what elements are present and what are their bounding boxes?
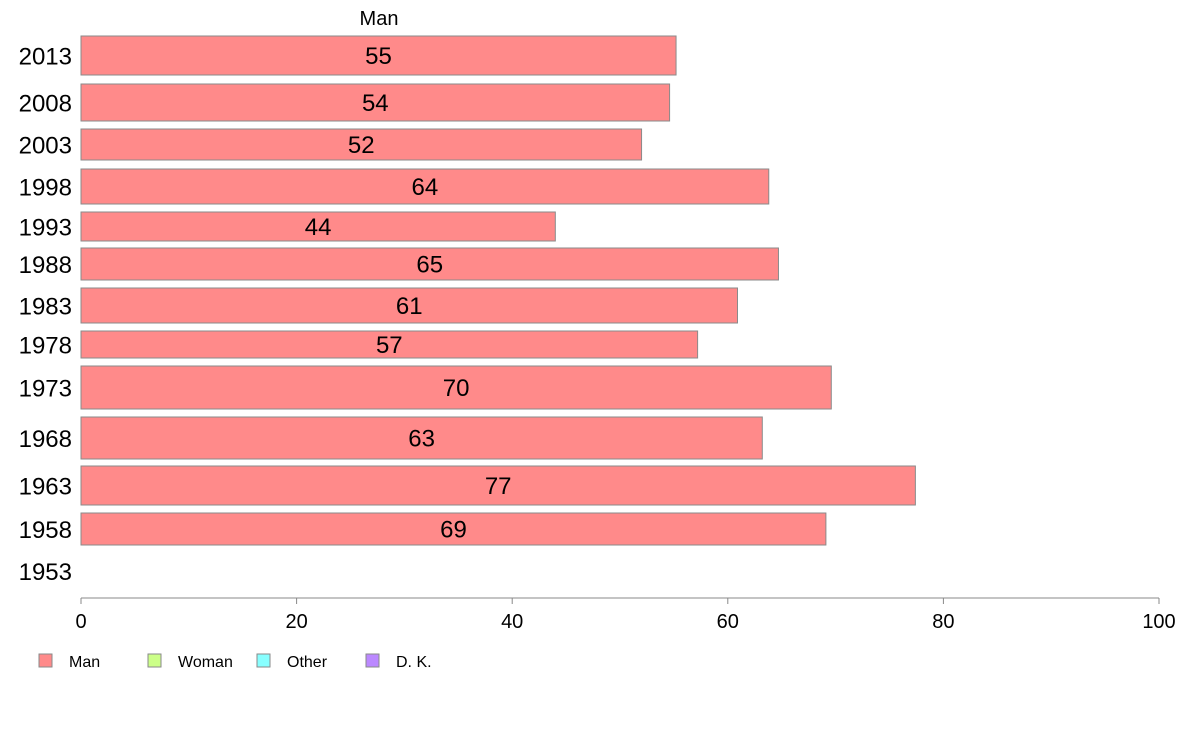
legend-label: Other — [287, 654, 328, 671]
category-label: 2003 — [19, 133, 72, 160]
legend-item: Man — [38, 653, 100, 671]
x-tick-label: 20 — [285, 611, 307, 633]
category-label: 1973 — [19, 376, 72, 403]
legend-swatch — [147, 653, 162, 668]
bar-value-label: 54 — [362, 90, 389, 117]
x-axis: 0 20 40 60 80 100 — [75, 597, 1176, 633]
legend-swatch — [38, 653, 53, 668]
category-labels-group: 2013 2008 2003 1998 1993 1988 1983 1978 1973 1968… — [19, 44, 72, 587]
x-tick-label: 40 — [501, 611, 523, 633]
legend-swatch — [256, 653, 271, 668]
bar-value-label: 65 — [416, 252, 443, 279]
bar — [80, 247, 779, 281]
legend-swatch — [365, 653, 380, 668]
bar — [80, 465, 916, 506]
legend-label: Man — [69, 654, 100, 671]
bar — [80, 365, 832, 410]
bar — [80, 168, 770, 205]
category-label: 1993 — [19, 215, 72, 242]
bar-value-label: 63 — [408, 426, 435, 453]
bar — [80, 35, 677, 76]
legend-item: Other — [256, 653, 328, 671]
category-label: 1983 — [19, 294, 72, 321]
x-tick-label: 0 — [75, 611, 86, 633]
bar-labels-group: 55 54 52 64 44 65 61 57 70 63 77 69 — [305, 43, 512, 544]
category-label: 1968 — [19, 426, 72, 453]
category-label: 1988 — [19, 252, 72, 279]
bar — [80, 83, 671, 122]
legend-item: D. K. — [365, 653, 432, 671]
legend-label: Woman — [178, 654, 233, 671]
category-label: 1963 — [19, 474, 72, 501]
bar-value-label: 64 — [412, 174, 439, 201]
legend-item: Woman — [147, 653, 233, 671]
category-label: 1978 — [19, 333, 72, 360]
bar-value-label: 55 — [365, 43, 392, 70]
bar — [80, 211, 556, 242]
category-label: 1953 — [19, 559, 72, 586]
bar — [80, 287, 739, 324]
bar-value-label: 57 — [376, 332, 403, 359]
legend: Man Woman Other D. K. — [38, 653, 432, 671]
bar — [80, 128, 643, 161]
bar-value-label: 70 — [443, 375, 470, 402]
bar-value-label: 77 — [485, 473, 512, 500]
bar-value-label: 52 — [348, 132, 375, 159]
bar-value-label: 69 — [440, 517, 467, 544]
bar-value-label: 44 — [305, 214, 332, 241]
category-label: 2008 — [19, 91, 72, 118]
x-tick-label: 60 — [717, 611, 739, 633]
category-label: 2013 — [19, 44, 72, 71]
category-label: 1958 — [19, 517, 72, 544]
bar-value-label: 61 — [396, 293, 423, 320]
bars-group — [80, 35, 916, 546]
bar — [80, 416, 763, 460]
bar — [80, 330, 699, 359]
x-tick-label: 80 — [932, 611, 954, 633]
category-label: 1998 — [19, 175, 72, 202]
legend-label: D. K. — [396, 654, 432, 671]
chart-title: Man — [360, 8, 399, 30]
x-tick-label: 100 — [1142, 611, 1175, 633]
bar — [80, 512, 827, 546]
